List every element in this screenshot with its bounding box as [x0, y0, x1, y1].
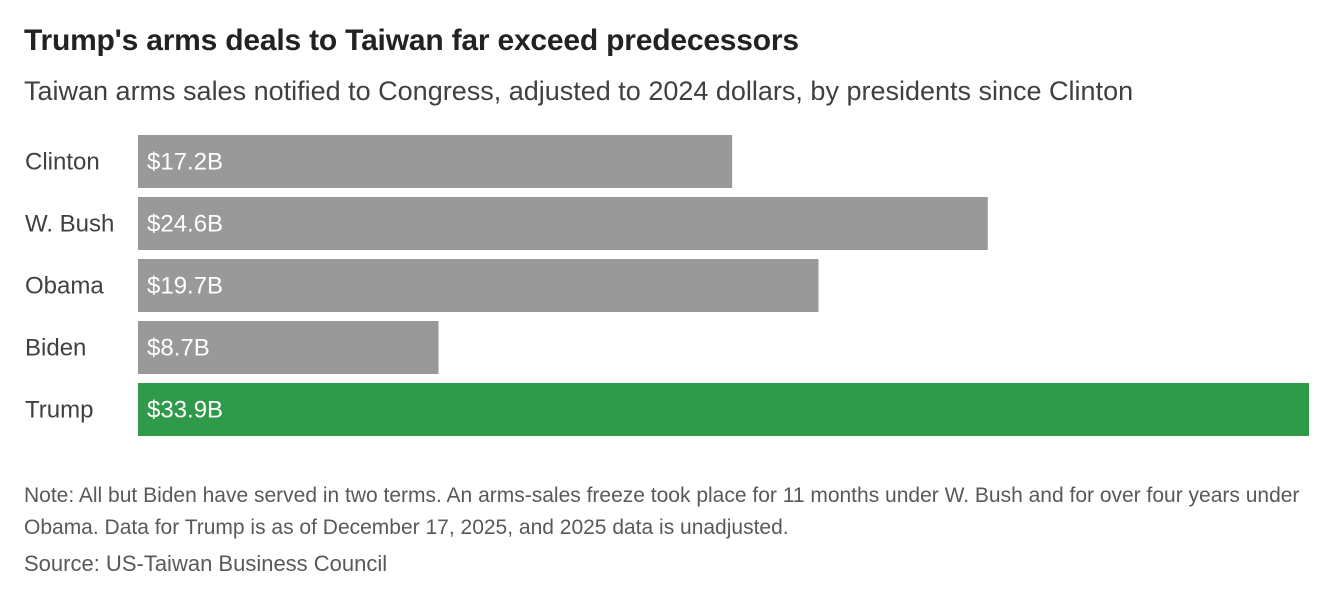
bar-biden [138, 321, 439, 374]
bar-chart: Clinton $17.2B W. Bush $24.6B Obama $19.7B Bid… [25, 135, 1309, 436]
category-label-clinton: Clinton [25, 149, 100, 176]
chart-note: Note: All but Biden have served in two t… [24, 484, 1300, 539]
value-label-biden: $8.7B [147, 335, 210, 362]
bar-obama [138, 259, 819, 312]
category-label-trump: Trump [25, 397, 93, 424]
category-label-w-bush: W. Bush [25, 211, 114, 238]
value-label-obama: $19.7B [147, 273, 223, 300]
bar-clinton [138, 135, 733, 188]
bar-w-bush [138, 197, 988, 250]
value-label-trump: $33.9B [147, 397, 223, 424]
value-label-clinton: $17.2B [147, 149, 223, 176]
value-label-w-bush: $24.6B [147, 211, 223, 238]
chart-title: Trump's arms deals to Taiwan far exceed … [24, 24, 799, 57]
chart-source: Source: US-Taiwan Business Council [24, 551, 388, 576]
category-label-biden: Biden [25, 335, 86, 362]
bar-trump [138, 383, 1309, 436]
chart-subtitle: Taiwan arms sales notified to Congress, … [24, 76, 1134, 106]
category-label-obama: Obama [25, 273, 104, 300]
